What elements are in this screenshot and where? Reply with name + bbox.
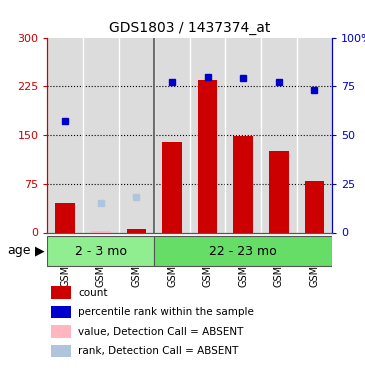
FancyBboxPatch shape [47,236,154,266]
Text: 2 - 3 mo: 2 - 3 mo [75,245,127,258]
Text: rank, Detection Call = ABSENT: rank, Detection Call = ABSENT [78,346,239,356]
Bar [51,306,71,318]
Text: percentile rank within the sample: percentile rank within the sample [78,307,254,317]
Bar [51,345,71,357]
Bar [91,231,111,232]
Bar [55,203,75,232]
Text: value, Detection Call = ABSENT: value, Detection Call = ABSENT [78,327,244,337]
Bar [51,325,71,338]
Title: GDS1803 / 1437374_at: GDS1803 / 1437374_at [109,21,270,35]
Bar [233,136,253,232]
Bar [162,141,182,232]
Bar [269,151,289,232]
Bar [304,180,324,232]
Bar [127,229,146,232]
Text: 22 - 23 mo: 22 - 23 mo [209,245,277,258]
FancyBboxPatch shape [154,236,332,266]
Text: count: count [78,288,108,298]
Text: ▶: ▶ [35,244,45,257]
Bar [51,286,71,299]
Bar [198,80,218,232]
Text: age: age [7,244,31,257]
